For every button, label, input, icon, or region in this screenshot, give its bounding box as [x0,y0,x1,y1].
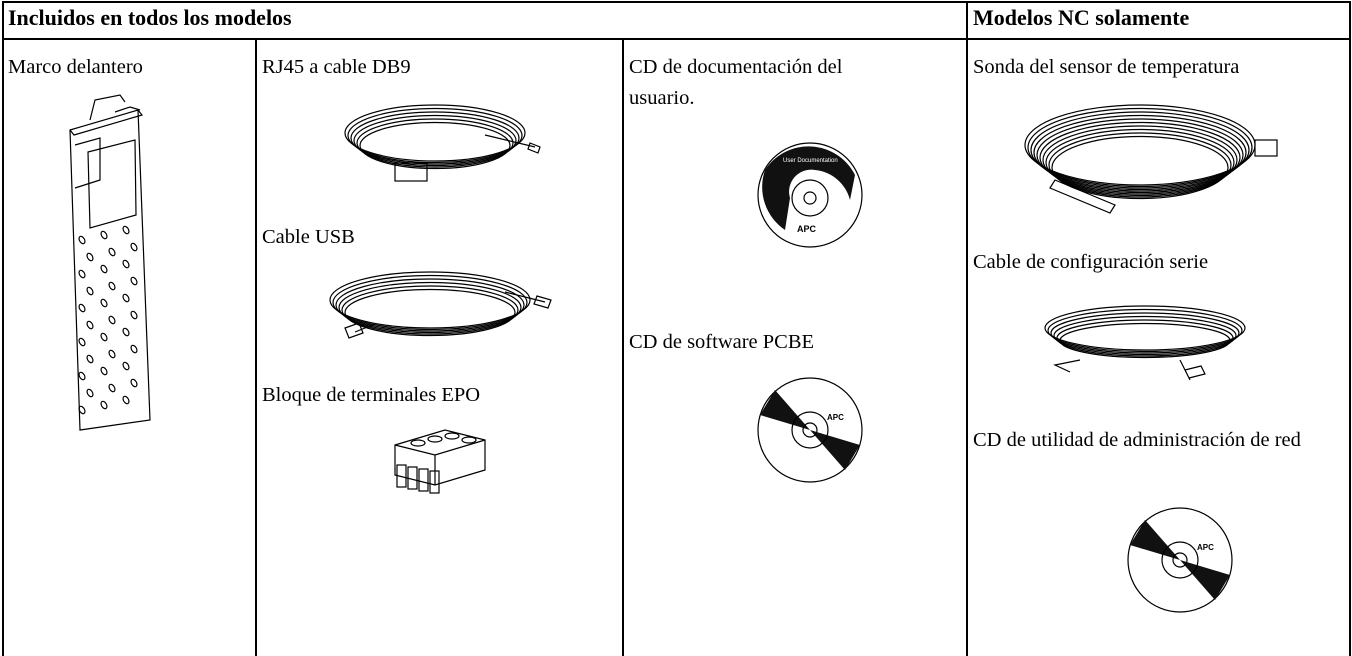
shape [347,107,523,164]
item-label: Cable USB [262,226,355,248]
probe-illustration [1024,104,1278,214]
shape [122,293,130,303]
shape [122,395,130,405]
shape [108,383,116,393]
shape [344,104,526,162]
item-label: CD de utilidad de administración de red [973,429,1301,451]
brand: APC [797,224,817,234]
shape [100,230,108,240]
rule [2,38,1350,40]
bezel-illustration [69,94,151,431]
shape [86,320,94,330]
shape [122,225,130,235]
shape [108,281,116,291]
shape [1051,135,1229,200]
shape [1059,322,1231,359]
shape [78,405,86,415]
header: Incluidos en todos los modelos [8,5,292,30]
shape [1039,121,1241,194]
shape [100,366,108,376]
rule [2,1,1350,3]
cd-illustration: APC [757,377,863,483]
shape [329,271,531,329]
rule [966,1,968,656]
shape [108,349,116,359]
shape [341,285,519,335]
terminal-block-illustration [394,429,486,494]
shape [1047,308,1243,353]
shape [1027,107,1253,188]
shape [86,252,94,262]
rule [622,38,624,656]
shape [1045,128,1235,197]
shape [78,235,86,245]
cable-illustration [344,104,541,182]
cd-label: User Documentation [783,158,838,164]
shape [100,264,108,274]
shape [356,118,514,168]
item-label: Bloque de terminales EPO [262,384,481,406]
shape [78,303,86,313]
shape [86,354,94,364]
brand: APC [827,413,844,422]
shape [108,315,116,325]
shape [353,114,517,167]
shape [1050,312,1240,354]
shape [130,378,138,388]
shape [100,298,108,308]
shape [86,388,94,398]
shape [122,361,130,371]
shape [78,337,86,347]
shape [86,286,94,296]
header: Modelos NC solamente [973,5,1190,30]
cd-illustration: User Documentation APC [757,142,863,248]
shape [1053,315,1237,356]
rule [255,38,257,656]
shape [130,310,138,320]
rule [1349,1,1351,656]
item-label: CD de software PCBE [629,331,815,353]
shape [332,274,528,331]
shape [100,332,108,342]
shape [108,247,116,257]
shape [1056,319,1234,357]
shape [338,281,522,334]
shape [130,344,138,354]
shape [100,400,108,410]
shape [350,111,520,165]
shape [78,371,86,381]
brand: APC [1197,543,1214,552]
shape [1044,305,1246,351]
cd-illustration: APC [1127,507,1233,613]
shape [122,327,130,337]
item-label: Cable de configuración serie [973,251,1209,273]
shape [344,288,516,337]
shape [122,259,130,269]
shape [1042,125,1238,195]
shape [335,278,525,332]
item-label: Marco delantero [8,56,143,78]
shape [1048,132,1232,198]
shape [1033,114,1247,191]
cable-illustration [1044,305,1246,381]
shape [1030,111,1250,189]
item-label: Sonda del sensor de temperatura [973,56,1240,78]
cable-illustration [329,271,552,339]
rule [2,1,4,656]
item-label: RJ45 a cable DB9 [262,56,411,78]
shape [359,121,511,170]
item-label: CD de documentación del usuario. [629,56,843,109]
shape [130,276,138,286]
shape [78,269,86,279]
shape [1036,118,1244,192]
shape [130,242,138,252]
